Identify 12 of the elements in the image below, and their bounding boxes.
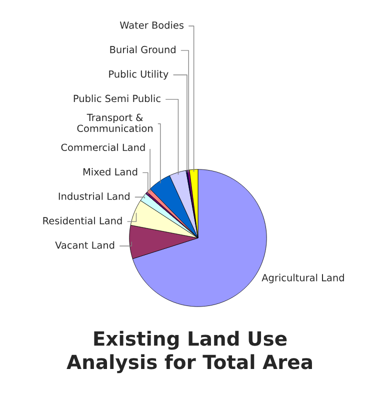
slice-label: Public Utility: [109, 70, 168, 80]
slice-label: Mixed Land: [83, 168, 138, 176]
slice-label: Commercial Land: [61, 144, 145, 152]
slice-label: Agricultural Land: [262, 274, 344, 284]
slice-label: Water Bodies: [120, 21, 184, 29]
slice-label: Public Semi Public: [74, 94, 160, 102]
text: Existing Land Use Analysis for Total Area: [66, 330, 312, 374]
slice-label: Residential Land: [43, 216, 122, 224]
slice-label: Transport & Communication: [77, 114, 153, 132]
slice-label: Industrial Land: [58, 192, 130, 200]
slice-label: Burial Ground: [110, 46, 176, 54]
slice-label: Vacant Land: [55, 241, 114, 249]
